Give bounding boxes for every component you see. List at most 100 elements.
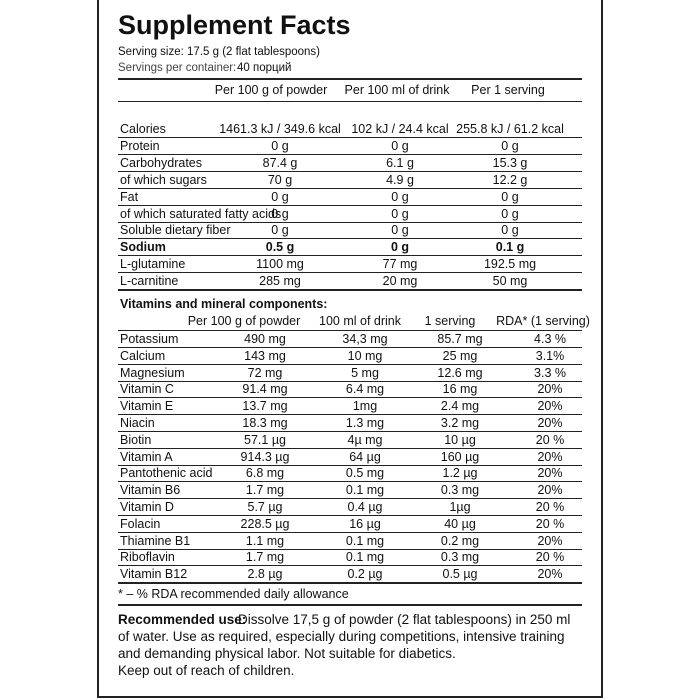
row-label: L-carnitine (120, 274, 179, 289)
cell-value: 1.3 mg (345, 416, 385, 430)
rule (118, 153, 582, 155)
rule (118, 604, 582, 606)
cell-value: 1mg (352, 399, 378, 414)
row-label: Vitamin E (120, 399, 174, 414)
cell-value: 192.5 mg (483, 257, 537, 272)
cell-value: 16 mg (442, 382, 478, 397)
cell-value: 0.5 µg (442, 567, 478, 582)
cell-value: 5 mg (351, 365, 379, 380)
rule (118, 431, 582, 432)
cell-value: 0 g (391, 138, 409, 153)
rule (118, 170, 582, 172)
row-label: Pantothenic acid (120, 466, 213, 481)
cell-value: 12.6 mg (437, 365, 483, 380)
cell-value: 20 % (535, 432, 565, 447)
row-label: Vitamin A (120, 449, 173, 464)
cell-value: 0 g (271, 189, 289, 204)
rule (118, 397, 582, 399)
cell-value: 20 mg (382, 274, 418, 289)
cell-value: 0.3 mg (440, 483, 480, 498)
cell-value: 77 mg (382, 257, 418, 272)
cell-value: 15.3 g (492, 155, 528, 170)
cell-value: 4µ mg (347, 432, 383, 447)
row-label: Riboflavin (120, 550, 175, 565)
cell-value: 6.1 g (386, 155, 414, 170)
cell-value: 20 % (535, 516, 565, 531)
cell-value: 20 % (535, 500, 565, 514)
cell-value: 91.4 mg (242, 382, 288, 397)
column-header: Per 100 g of powder (214, 83, 328, 97)
cell-value: 70 g (267, 172, 293, 187)
cell-value: 0.3 mg (440, 550, 480, 565)
row-label: Vitamin B6 (120, 483, 181, 498)
row-label: Protein (120, 138, 160, 153)
cell-value: 20% (537, 466, 563, 481)
column-header: Per 1 serving (471, 83, 545, 97)
row-label: Carbohydrates (120, 155, 202, 170)
row-label: Calcium (120, 348, 166, 363)
cell-value: 0 g (501, 223, 519, 238)
row-label: Biotin (120, 432, 152, 447)
cell-value: 12.2 g (492, 172, 528, 187)
cell-value: 40 µg (444, 516, 476, 531)
rule (118, 414, 582, 416)
cell-value: 64 µg (349, 449, 381, 464)
cell-value: 1.2 µg (442, 466, 478, 481)
rule (118, 101, 582, 102)
rule (118, 289, 582, 292)
cell-value: 6.8 mg (245, 466, 285, 481)
rule (118, 347, 582, 348)
recommended-label: Recommended use: (118, 612, 247, 627)
recommended-text: Dissolve 17,5 g of powder (2 flat tables… (238, 612, 571, 627)
cell-value: 1.1 mg (245, 533, 285, 548)
cell-value: 160 µg (440, 449, 480, 464)
rule (118, 78, 582, 80)
cell-value: 0.5 g (265, 240, 295, 255)
cell-value: 4.3 % (534, 332, 566, 346)
cell-value: 285 mg (259, 274, 301, 289)
cell-value: 0.1 mg (345, 533, 385, 548)
cell-value: 16 µg (349, 516, 381, 531)
column-header: 100 ml of drink (319, 314, 401, 328)
row-label: Vitamin C (120, 382, 174, 397)
cell-value: 20% (537, 399, 563, 414)
rule (118, 464, 582, 466)
cell-value: 0 g (501, 206, 519, 221)
column-header: Per 100 g of powder (187, 314, 301, 328)
rule (118, 272, 582, 274)
row-label: Vitamin B12 (120, 567, 188, 582)
servings-label: Servings per container: (118, 62, 237, 74)
row-label: Niacin (120, 416, 155, 430)
recommended-text: of water. Use as required, especially du… (118, 629, 565, 644)
cell-value: 85.7 mg (437, 332, 483, 346)
title: Supplement Facts (118, 10, 351, 40)
section-title: Vitamins and mineral components: (120, 297, 328, 311)
rule (118, 255, 582, 257)
row-label: of which saturated fatty acids (120, 206, 282, 221)
cell-value: 4.9 g (386, 172, 414, 187)
cell-value: 0.2 µg (347, 567, 383, 582)
cell-value: 0.5 mg (345, 466, 385, 481)
rule (118, 548, 582, 550)
cell-value: 0 g (391, 223, 409, 238)
row-label: L-glutamine (120, 257, 186, 272)
cell-value: 57.1 µg (244, 432, 286, 447)
cell-value: 2.8 µg (247, 567, 283, 582)
row-label: Calories (120, 122, 166, 136)
rule (118, 481, 582, 483)
cell-value: 18.3 mg (242, 416, 288, 430)
cell-value: 3.3 % (534, 365, 566, 380)
cell-value: 0 g (271, 223, 289, 238)
cell-value: 20% (537, 483, 563, 498)
cell-value: 20% (537, 449, 563, 464)
cell-value: 2.4 mg (440, 399, 480, 414)
rule (118, 137, 582, 138)
cell-value: 0.1 g (495, 240, 525, 255)
cell-value: 0 g (390, 240, 410, 255)
rule (118, 204, 582, 206)
cell-value: 20% (537, 533, 563, 548)
rule (118, 221, 582, 223)
cell-value: 0 g (391, 206, 409, 221)
recommended-text: Keep out of reach of children. (118, 663, 295, 678)
